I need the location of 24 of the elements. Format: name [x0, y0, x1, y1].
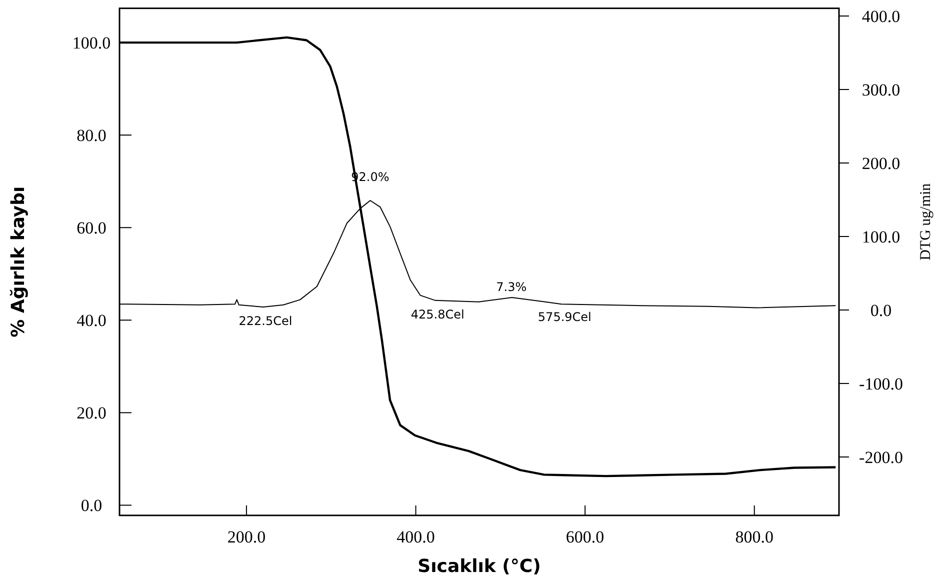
y-tick-label: 100.0: [72, 34, 111, 53]
x-tick-label: 400.0: [396, 527, 435, 546]
y-tick-label: 60.0: [76, 218, 106, 238]
annotation: 222.5Cel: [238, 314, 292, 328]
x-axis-title: Sıcaklık (°C): [418, 556, 541, 577]
y-axis-title: % Ağırlık kaybı: [8, 186, 29, 338]
y2-tick-label: 100.0: [862, 227, 900, 246]
y2-axis-title: DTG ug/min: [918, 182, 934, 260]
y2-tick-label: -100.0: [859, 374, 903, 394]
y2-tick-label: 200.0: [862, 154, 900, 173]
annotation: 7.3%: [496, 280, 527, 294]
annotation: 425.8Cel: [410, 307, 464, 322]
y-tick-label: 0.0: [80, 496, 102, 516]
y2-tick-label: 400.0: [862, 7, 900, 26]
y2-tick-label: -200.0: [859, 448, 903, 467]
y-tick-label: 80.0: [76, 126, 106, 146]
x-tick-label: 600.0: [566, 527, 604, 546]
y2-tick-label: 0.0: [870, 300, 892, 320]
annotation: 575.9Cel: [538, 310, 592, 324]
y-tick-label: 40.0: [76, 311, 106, 330]
x-tick-label: 800.0: [735, 527, 774, 546]
y2-tick-label: 300.0: [862, 80, 900, 100]
x-tick-label: 200.0: [227, 527, 266, 546]
y-tick-label: 20.0: [76, 404, 106, 423]
